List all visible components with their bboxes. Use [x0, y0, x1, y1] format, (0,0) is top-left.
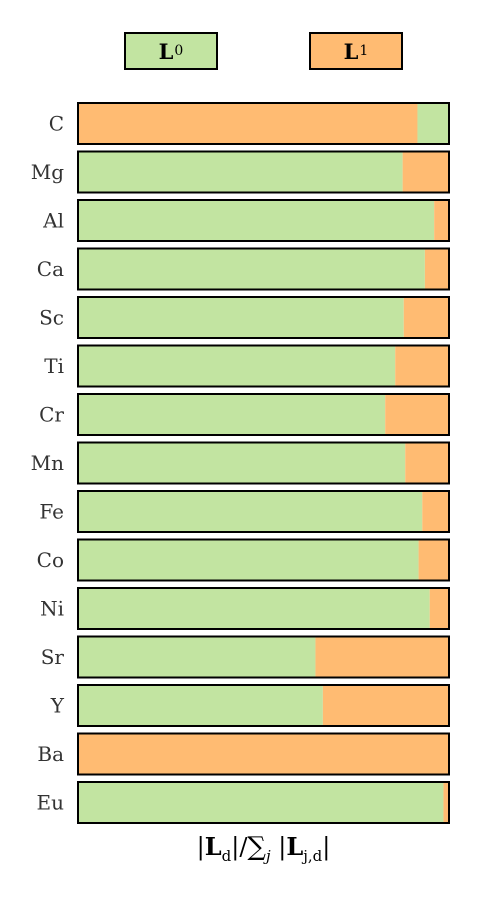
bar-segment-l1	[322, 685, 449, 726]
bar-segment-l1	[424, 248, 449, 290]
bar-outline	[77, 587, 450, 630]
bar-segment-l0	[78, 491, 423, 532]
bar-segment-l1	[315, 636, 449, 678]
bar-segment-l0	[78, 588, 430, 629]
category-label: Cr	[39, 403, 64, 427]
bar-segment-l1	[429, 588, 449, 629]
bar-outline	[77, 344, 450, 388]
legend-l1-subscript: 1	[359, 43, 369, 59]
bar-segment-l1	[405, 442, 449, 484]
bar-outline	[77, 247, 450, 291]
bar-segment-l0	[78, 442, 406, 484]
bar-segment-l1	[434, 200, 449, 241]
bar-outline	[77, 441, 450, 485]
bar-segment-l0	[78, 636, 316, 678]
bar-segment-l0	[78, 782, 444, 823]
bar-row-sr: Sr	[41, 635, 450, 679]
bar-row-al: Al	[42, 199, 450, 242]
category-label: Ba	[37, 742, 64, 766]
bar-segment-l1	[443, 782, 449, 823]
bar-row-sc: Sc	[39, 296, 450, 339]
category-label: Mn	[31, 451, 64, 475]
bar-row-mn: Mn	[31, 441, 450, 485]
category-label: Co	[37, 548, 64, 572]
bar-outline	[77, 684, 450, 727]
bar-row-c: C	[49, 102, 450, 145]
legend-l1-label: L	[343, 38, 359, 64]
bar-outline	[77, 199, 450, 242]
bar-row-ca: Ca	[37, 247, 450, 291]
bar-segment-l0	[417, 103, 449, 144]
x-axis-label: |Ld|/∑j |Lj,d|	[196, 832, 331, 865]
category-label: Ni	[40, 597, 64, 621]
bar-segment-l1	[403, 297, 449, 338]
bar-outline	[77, 150, 450, 194]
bar-segment-l1	[402, 151, 449, 193]
bar-row-cr: Cr	[39, 393, 450, 436]
bar-segment-l1	[78, 103, 418, 144]
category-label: Al	[42, 209, 64, 233]
bar-segment-l0	[78, 394, 386, 435]
bar-outline	[77, 781, 450, 824]
bar-segment-l0	[78, 200, 435, 241]
bar-row-ni: Ni	[40, 587, 450, 630]
bar-segment-l0	[78, 685, 323, 726]
bar-row-ba: Ba	[37, 732, 450, 776]
bar-outline	[77, 490, 450, 533]
category-label: Sc	[39, 306, 64, 330]
bar-row-ti: Ti	[44, 344, 450, 388]
bar-outline	[77, 538, 450, 582]
bar-segment-l1	[385, 394, 449, 435]
category-label: Fe	[39, 500, 64, 524]
category-label: Eu	[37, 791, 65, 815]
bar-row-y: Y	[50, 684, 450, 727]
category-label: Y	[50, 694, 65, 718]
bar-outline	[77, 393, 450, 436]
bar-segment-l0	[78, 345, 396, 387]
bar-segment-l0	[78, 297, 404, 338]
category-label: Sr	[41, 645, 65, 669]
bar-outline	[77, 635, 450, 679]
bar-segment-l1	[422, 491, 449, 532]
category-label: Mg	[31, 160, 64, 184]
category-label: Ca	[37, 257, 64, 281]
bar-row-mg: Mg	[31, 150, 450, 194]
bar-outline	[77, 296, 450, 339]
legend-l0-label: L	[158, 38, 174, 64]
bar-outline	[77, 732, 450, 776]
bar-row-co: Co	[37, 538, 450, 582]
legend-l0-subscript: 0	[174, 43, 184, 59]
bar-outline	[77, 102, 450, 145]
bar-segment-l0	[78, 151, 403, 193]
bar-segment-l0	[78, 248, 425, 290]
bar-segment-l1	[418, 539, 449, 581]
category-label: Ti	[44, 354, 64, 378]
bar-row-eu: Eu	[37, 781, 450, 824]
bar-segment-l0	[78, 539, 419, 581]
bar-segment-l1	[78, 733, 449, 775]
bar-row-fe: Fe	[39, 490, 450, 533]
category-label: C	[49, 112, 64, 136]
bar-segment-l1	[395, 345, 449, 387]
